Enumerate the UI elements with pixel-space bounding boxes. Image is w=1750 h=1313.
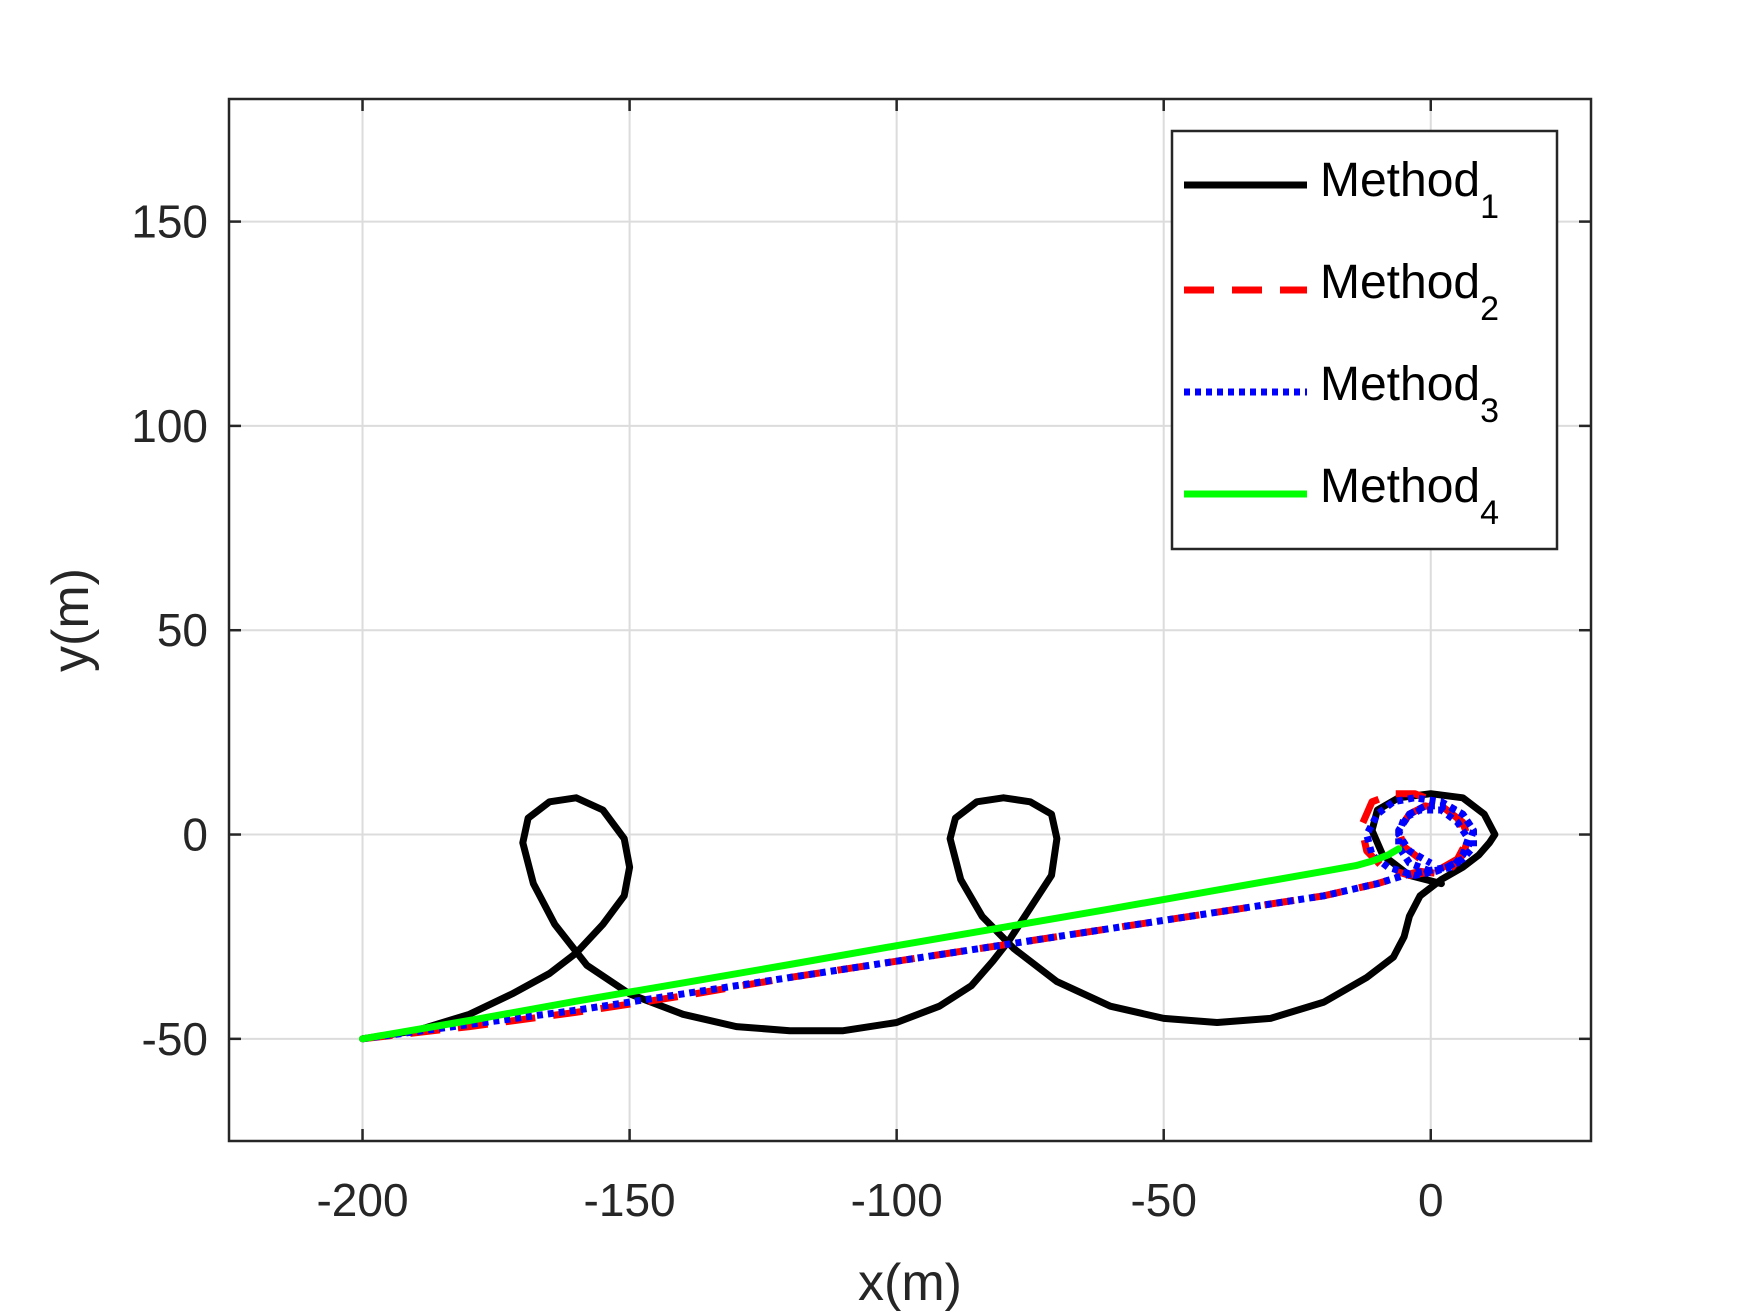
y-tick-label: 100 xyxy=(131,400,208,452)
legend-box xyxy=(1170,129,1559,551)
series-line-method1 xyxy=(359,790,1499,1043)
x-tick-label: -200 xyxy=(316,1174,408,1226)
y-tick-label: 0 xyxy=(182,809,208,861)
legend-entry-method2: Method2 xyxy=(1320,256,1499,328)
legend: Method1 Method2 Method3 Method4 xyxy=(1170,129,1559,551)
legend-entry-method3: Method3 xyxy=(1320,358,1499,430)
y-tick-label: 150 xyxy=(131,196,208,248)
y-axis-label: y(m) xyxy=(42,568,100,672)
ticks: -200 -150 -100 -50 0 -50 0 50 100 150 xyxy=(131,99,1591,1226)
x-tick-label: -100 xyxy=(851,1174,943,1226)
x-tick-label: -150 xyxy=(584,1174,676,1226)
x-axis-label: x(m) xyxy=(858,1254,962,1312)
plot-frame xyxy=(227,97,1593,1143)
series-line-method3 xyxy=(362,794,1477,1043)
series-group xyxy=(359,790,1499,1043)
legend-entry-method4: Method4 xyxy=(1320,460,1499,532)
y-tick-label: -50 xyxy=(142,1013,208,1065)
y-tick-label: 50 xyxy=(157,604,208,656)
x-tick-label: 0 xyxy=(1418,1174,1444,1226)
x-tick-label: -50 xyxy=(1130,1174,1196,1226)
legend-entry-method1: Method1 xyxy=(1320,154,1499,226)
series-line-method4 xyxy=(359,845,1403,1043)
